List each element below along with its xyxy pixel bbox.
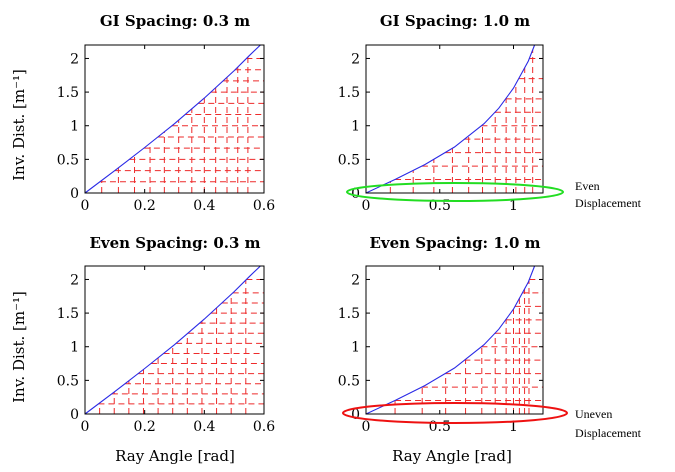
annotation-even-line1: Even bbox=[575, 179, 600, 193]
x-tick-label: 0.4 bbox=[193, 198, 215, 214]
x-tick-label: 0 bbox=[81, 419, 90, 435]
y-tick-label: 0.5 bbox=[57, 373, 79, 389]
y-tick-label: 0.5 bbox=[338, 152, 360, 168]
series-line bbox=[365, 265, 536, 415]
y-tick-label: 1.5 bbox=[338, 306, 360, 322]
x-axis-label: Ray Angle [rad] bbox=[115, 447, 235, 465]
panel-title: Even Spacing: 0.3 m bbox=[89, 234, 260, 252]
y-tick-label: 0 bbox=[351, 407, 360, 423]
annotation-uneven-line1: Uneven bbox=[575, 407, 612, 421]
x-tick-label: 0.2 bbox=[134, 198, 156, 214]
x-tick-label: 1 bbox=[509, 419, 518, 435]
y-tick-label: 0 bbox=[70, 407, 79, 423]
plot-frame bbox=[84, 265, 265, 415]
chart-panel-gi-1-0: 0 0.5 1 0 0.5 1 1.5 2 bbox=[338, 44, 544, 214]
chart-panel-even-1-0: 0 0.5 1 0 0.5 1 1.5 2 bbox=[338, 265, 544, 435]
even-displacement-ellipse bbox=[346, 182, 564, 202]
uneven-displacement-ellipse bbox=[342, 402, 568, 424]
y-tick-label: 2 bbox=[351, 51, 360, 67]
plot-frame bbox=[84, 44, 265, 194]
y-tick-label: 1 bbox=[351, 119, 360, 135]
plot-frame bbox=[365, 265, 544, 415]
x-tick-label: 1 bbox=[509, 198, 518, 214]
panel-title: Even Spacing: 1.0 m bbox=[369, 234, 540, 252]
y-tick-label: 1.5 bbox=[338, 85, 360, 101]
chart-panel-even-0-3: 0 0.2 0.4 0.6 0 0.5 1 1.5 2 bbox=[57, 265, 275, 435]
y-tick-label: 1 bbox=[351, 340, 360, 356]
x-tick-label: 0.2 bbox=[134, 419, 156, 435]
x-tick-label: 0 bbox=[362, 419, 371, 435]
x-tick-label: 0.5 bbox=[429, 419, 451, 435]
series-line bbox=[84, 44, 261, 194]
annotation-even-line2: Displacement bbox=[575, 196, 642, 210]
y-tick-label: 0 bbox=[351, 186, 360, 202]
y-tick-label: 1.5 bbox=[57, 306, 79, 322]
y-tick-label: 0.5 bbox=[57, 152, 79, 168]
x-tick-label: 0.4 bbox=[193, 419, 215, 435]
plot-frame bbox=[365, 44, 544, 194]
y-tick-label: 1 bbox=[70, 340, 79, 356]
x-axis-label: Ray Angle [rad] bbox=[392, 447, 512, 465]
annotation-uneven-line2: Displacement bbox=[575, 426, 642, 440]
x-tick-label: 0.6 bbox=[253, 419, 275, 435]
y-tick-label: 1.5 bbox=[57, 85, 79, 101]
y-tick-label: 2 bbox=[70, 272, 79, 288]
series-line bbox=[365, 44, 536, 194]
x-tick-label: 0.5 bbox=[429, 198, 451, 214]
y-tick-label: 1 bbox=[70, 119, 79, 135]
chart-panel-gi-0-3: 0 0.2 0.4 0.6 0 0.5 1 1.5 2 bbox=[57, 44, 275, 214]
y-tick-label: 2 bbox=[351, 272, 360, 288]
series-line bbox=[84, 265, 261, 415]
x-tick-label: 0 bbox=[362, 198, 371, 214]
y-tick-label: 0.5 bbox=[338, 373, 360, 389]
y-tick-label: 0 bbox=[70, 186, 79, 202]
x-tick-label: 0.6 bbox=[253, 198, 275, 214]
panel-title: GI Spacing: 1.0 m bbox=[380, 12, 530, 30]
panel-title: GI Spacing: 0.3 m bbox=[100, 12, 250, 30]
y-axis-label: Inv. Dist. [m⁻¹] bbox=[10, 291, 28, 403]
y-tick-label: 2 bbox=[70, 51, 79, 67]
y-axis-label: Inv. Dist. [m⁻¹] bbox=[10, 69, 28, 181]
x-tick-label: 0 bbox=[81, 198, 90, 214]
